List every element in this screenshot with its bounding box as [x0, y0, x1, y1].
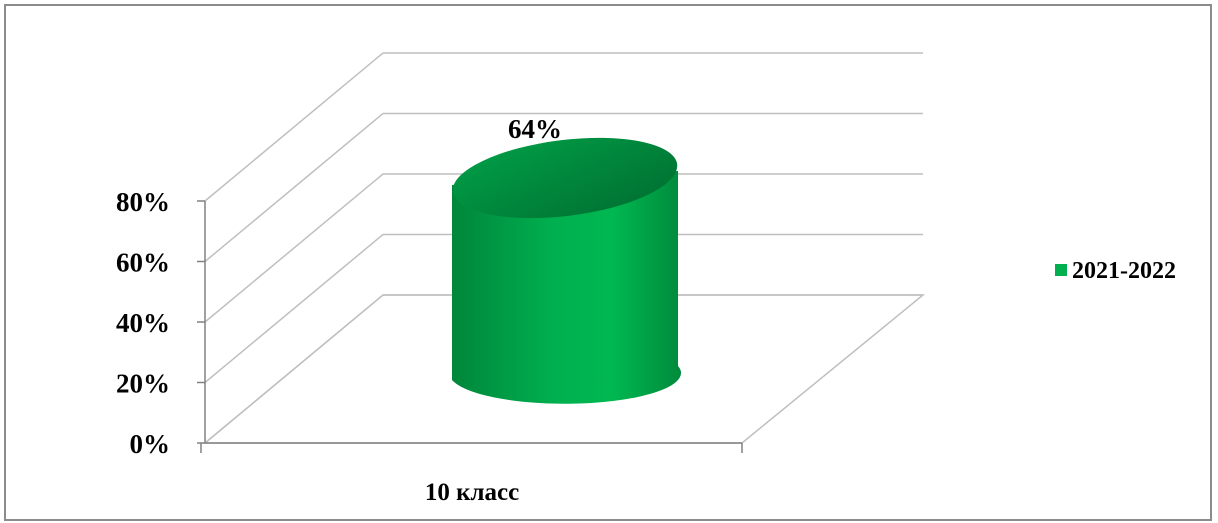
y-tick-label: 0%: [130, 429, 171, 459]
legend-swatch: [1055, 264, 1067, 276]
bar-cylinder-top: [452, 137, 678, 219]
side-gridline: [204, 112, 384, 263]
side-gridline: [204, 52, 384, 202]
x-axis-categories: 10 класс: [425, 479, 519, 506]
y-tick-label: 80%: [116, 187, 170, 217]
y-tick-label: 60%: [116, 248, 170, 278]
legend: 2021-2022: [1055, 258, 1176, 284]
bars: [452, 137, 682, 404]
x-category-label: 10 класс: [425, 479, 519, 506]
legend-label: 2021-2022: [1072, 258, 1176, 284]
bar-cylinder-body: [452, 171, 682, 404]
side-gridline: [204, 173, 384, 323]
y-axis-ticks: 0% 20% 40% 60% 80%: [116, 187, 170, 459]
bar-data-label: 64%: [508, 114, 562, 144]
data-labels: 64%: [508, 114, 562, 144]
bar-cylinder: [452, 137, 682, 404]
axes: [197, 200, 743, 453]
y-tick-label: 20%: [116, 369, 170, 399]
side-gridline: [204, 233, 384, 384]
y-tick-label: 40%: [116, 308, 170, 338]
